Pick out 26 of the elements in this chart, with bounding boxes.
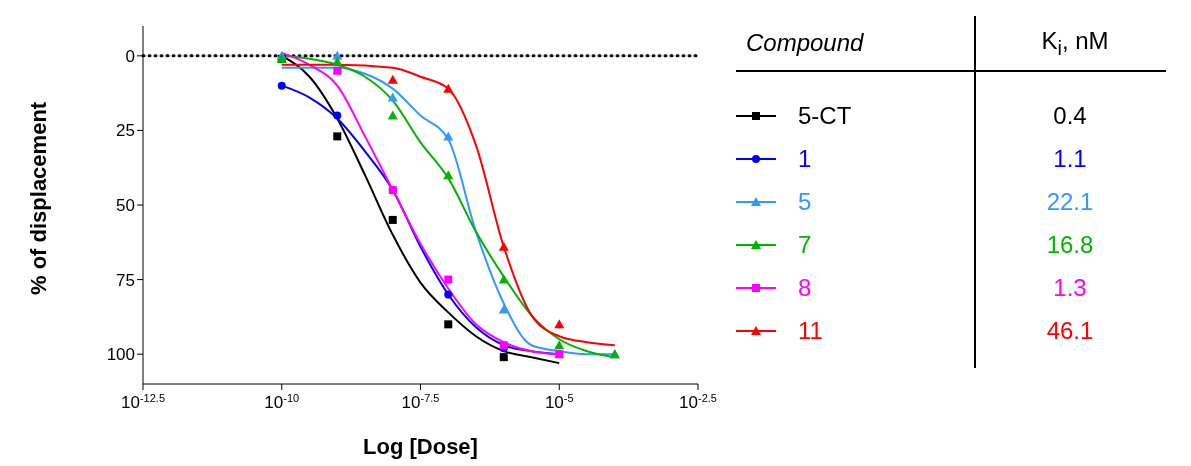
text: 1.3 — [1053, 273, 1087, 301]
legend-label: 1 — [798, 144, 813, 173]
text: 16.8 — [1046, 230, 1094, 258]
y-tick-label: 75 — [116, 270, 135, 290]
legend-label: 8 — [798, 273, 813, 302]
x-axis-title: Log [Dose] — [363, 434, 478, 459]
y-tick-label: 25 — [116, 121, 135, 141]
text: 22.1 — [1046, 187, 1094, 215]
x-tick-label: 10$^{-10}$ — [264, 392, 300, 412]
legend-label: 11 — [798, 316, 824, 345]
text: 1.1 — [1053, 144, 1087, 172]
y-tick-label: 0 — [125, 46, 135, 66]
y-tick-label: 50 — [116, 196, 135, 216]
text: K$_{i}$, nM — [1041, 26, 1109, 59]
x-tick-label: 10$^{-5}$ — [544, 392, 574, 412]
x-tick-label: 10$^{-12.5}$ — [121, 392, 165, 412]
x-tick-label: 10$^{-7.5}$ — [401, 392, 440, 412]
legend-label: 7 — [798, 230, 813, 259]
legend-label: 5 — [798, 187, 813, 216]
y-axis-title: % of displacement — [25, 101, 51, 295]
legend-label: 5-CT — [798, 101, 853, 130]
text: 0.4 — [1053, 101, 1087, 129]
text: 46.1 — [1046, 316, 1094, 344]
x-tick-label: 10$^{-2.5}$ — [679, 392, 717, 412]
legend-title: Compound — [745, 29, 865, 57]
y-tick-label: 100 — [106, 345, 135, 365]
